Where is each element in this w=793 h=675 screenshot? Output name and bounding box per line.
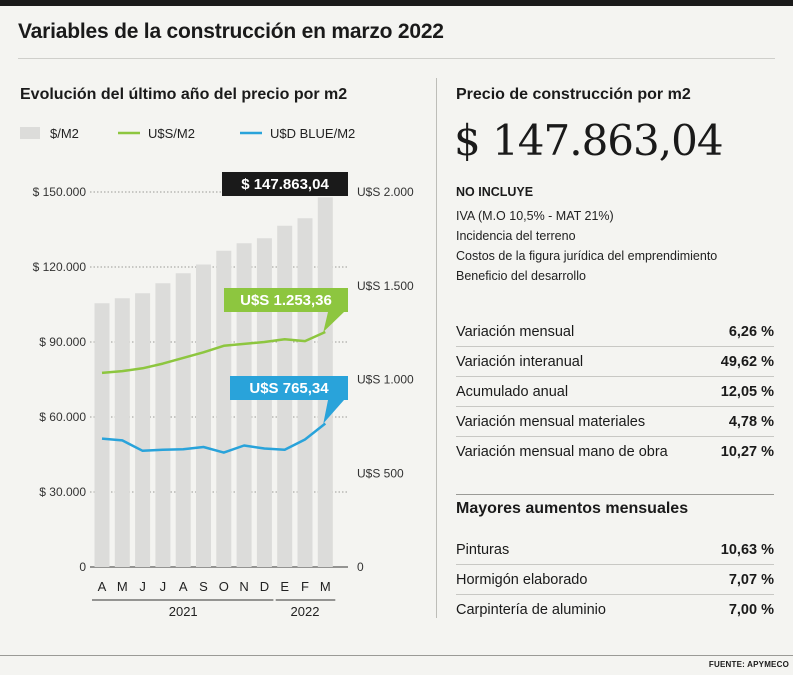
stat-value: 10,27 % (720, 443, 774, 460)
not-included-item: IVA (M.O 10,5% - MAT 21%) (456, 209, 614, 223)
not-included-title: NO INCLUYE (456, 185, 534, 199)
not-included-item: Beneficio del desarrollo (456, 269, 586, 283)
stat-value: 49,62 % (720, 353, 774, 370)
x-tick-label: A (179, 579, 188, 594)
callout-pointer (323, 312, 344, 332)
not-included-item: Costos de la figura jurídica del emprend… (456, 249, 718, 263)
variations-table: Variación mensual 6,26 % Variación inter… (456, 317, 774, 466)
bar (135, 293, 151, 567)
year-label: 2021 (169, 604, 198, 619)
series-line (101, 330, 326, 375)
x-tick-label: M (320, 579, 331, 594)
footer-divider (0, 655, 793, 656)
section-divider (456, 494, 774, 495)
stat-row: Acumulado anual 12,05 % (456, 377, 774, 407)
source-credit: FUENTE: APYMECO (709, 660, 789, 669)
legend-label: U$S/M2 (148, 126, 195, 141)
left-axis-tick-label: $ 60.000 (39, 410, 86, 424)
bar (114, 298, 130, 567)
increase-value: 10,63 % (720, 541, 774, 558)
callout-label: $ 147.863,04 (241, 176, 329, 193)
right-axis-tick-label: U$S 1.000 (357, 373, 414, 387)
not-included-list: IVA (M.O 10,5% - MAT 21%) Incidencia del… (456, 206, 717, 286)
x-tick-label: N (239, 579, 248, 594)
x-tick-label: A (98, 579, 107, 594)
stat-value: 4,78 % (728, 413, 774, 430)
bar (216, 250, 232, 567)
callout-box (230, 376, 348, 400)
increase-row: Hormigón elaborado 7,07 % (456, 565, 774, 595)
stat-label: Variación interanual (456, 353, 584, 370)
legend-label: $/M2 (50, 126, 79, 141)
legend-swatch-bar (20, 127, 40, 139)
callout-pointer (323, 195, 344, 196)
increase-value: 7,07 % (728, 571, 774, 588)
callout-label: U$S 1.253,36 (240, 292, 332, 309)
x-tick-label: F (301, 579, 309, 594)
stat-label: Acumulado anual (456, 383, 569, 400)
x-tick-label: M (117, 579, 128, 594)
not-included-item: Incidencia del terreno (456, 229, 576, 243)
column-divider (436, 78, 437, 618)
stat-label: Variación mensual mano de obra (456, 443, 668, 460)
stat-row: Variación mensual materiales 4,78 % (456, 407, 774, 437)
x-tick-label: O (219, 579, 229, 594)
chart-subtitle: Evolución del último año del precio por … (20, 86, 348, 103)
source-label: FUENTE: (708, 660, 745, 669)
x-tick-label: J (160, 579, 167, 594)
stat-label: Variación mensual materiales (456, 413, 646, 430)
price-evolution-chart: $/M2 U$S/M2 U$D BLUE/M2 0 $ 30.000 $ 60.000 $ … (20, 126, 414, 619)
bar (155, 283, 171, 567)
increases-table: Pinturas 10,63 % Hormigón elaborado 7,07… (456, 535, 774, 624)
stat-row: Variación mensual 6,26 % (456, 317, 774, 347)
increase-label: Pinturas (456, 541, 510, 558)
right-axis-tick-label: U$S 1.500 (357, 279, 414, 293)
stat-label: Variación mensual (456, 323, 575, 340)
x-tick-label: E (280, 579, 289, 594)
source-value: APYMECO (747, 660, 789, 669)
top-bar (0, 0, 793, 6)
bar (175, 273, 191, 567)
left-axis-tick-label: $ 90.000 (39, 335, 86, 349)
increase-row: Pinturas 10,63 % (456, 535, 774, 565)
increase-label: Hormigón elaborado (456, 571, 588, 588)
bar (94, 303, 110, 567)
left-axis-tick-label: $ 150.000 (33, 185, 87, 199)
callout-box (222, 172, 348, 196)
right-axis-tick-label: U$S 2.000 (357, 185, 414, 199)
left-axis-tick-label: $ 120.000 (33, 260, 87, 274)
increases-title: Mayores aumentos mensuales (456, 500, 689, 517)
construction-price: $ 147.863,04 (454, 116, 724, 165)
callout-box (224, 288, 348, 312)
increase-row: Carpintería de aluminio 7,00 % (456, 595, 774, 624)
series-line (101, 422, 327, 454)
bar (196, 264, 211, 567)
increase-label: Carpintería de aluminio (456, 601, 606, 618)
stat-value: 12,05 % (720, 383, 774, 400)
x-tick-label: J (139, 579, 146, 594)
stat-row: Variación mensual mano de obra 10,27 % (456, 437, 774, 466)
year-label: 2022 (291, 604, 320, 619)
right-axis-tick-label: 0 (357, 560, 364, 574)
increase-value: 7,00 % (728, 601, 774, 618)
callout-pointer (323, 400, 344, 424)
callout-label: U$S 765,34 (249, 380, 329, 397)
x-tick-label: D (260, 579, 269, 594)
price-subtitle: Precio de construcción por m2 (456, 86, 691, 103)
bar (256, 238, 272, 567)
right-axis-tick-label: U$S 500 (357, 466, 404, 480)
title-divider (18, 58, 775, 59)
stat-row: Variación interanual 49,62 % (456, 347, 774, 377)
stat-value: 6,26 % (728, 323, 774, 340)
bar (236, 243, 252, 567)
left-axis-tick-label: 0 (79, 560, 86, 574)
legend-label: U$D BLUE/M2 (270, 126, 355, 141)
page-title: Variables de la construcción en marzo 20… (18, 20, 444, 43)
x-tick-label: S (199, 579, 208, 594)
left-axis-tick-label: $ 30.000 (39, 485, 86, 499)
